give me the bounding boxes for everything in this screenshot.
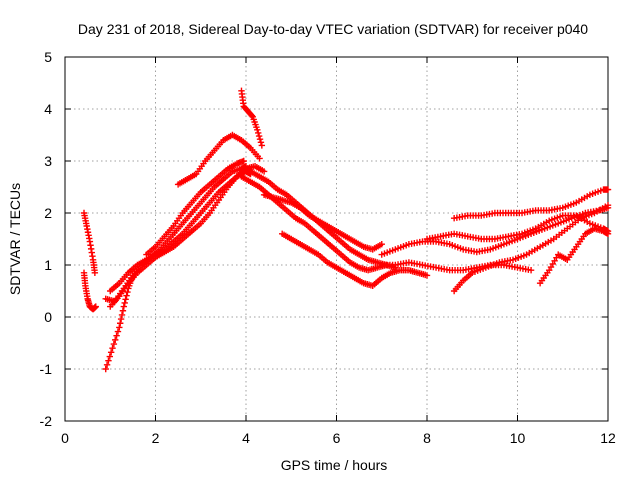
series-track-13	[279, 230, 431, 289]
x-axis-label: GPS time / hours	[281, 457, 388, 473]
data-point	[256, 135, 264, 143]
x-tick-label: 4	[242, 430, 250, 446]
data-point	[258, 142, 266, 149]
series-track-6	[107, 163, 268, 310]
y-tick-label: 3	[44, 153, 52, 169]
series-track-11	[238, 173, 390, 274]
data-point	[120, 303, 128, 310]
data-point	[604, 228, 612, 235]
data-point	[256, 155, 263, 162]
data-point	[378, 241, 385, 248]
x-tick-label: 6	[333, 430, 341, 446]
data-point	[116, 324, 123, 331]
data-point	[114, 328, 122, 335]
data-point	[105, 357, 112, 364]
data-point	[527, 267, 535, 274]
data-point	[109, 345, 116, 352]
data-point	[110, 340, 118, 348]
y-tick-label: 4	[44, 101, 52, 117]
series-track-5	[107, 168, 254, 295]
data-point	[122, 296, 129, 303]
y-tick-label: 0	[44, 309, 52, 325]
data-point	[107, 349, 115, 356]
data-point	[118, 311, 126, 319]
x-tick-label: 10	[510, 430, 526, 446]
x-tick-label: 12	[600, 430, 616, 446]
x-tick-label: 2	[152, 430, 160, 446]
data-point	[102, 365, 109, 373]
series-track-12	[260, 191, 385, 253]
y-axis-label: SDTVAR / TECUs	[7, 183, 23, 295]
data-point	[423, 272, 431, 279]
axis-ticks	[64, 56, 609, 422]
data-point	[106, 353, 113, 360]
data-point	[92, 303, 99, 310]
chart-title: Day 231 of 2018, Sidereal Day-to-day VTE…	[78, 21, 588, 37]
y-tick-label: 2	[44, 205, 52, 221]
x-tick-label: 8	[423, 430, 431, 446]
data-point	[260, 168, 268, 175]
y-tick-label: 1	[44, 257, 52, 273]
data-point	[121, 299, 128, 307]
series-track-17	[450, 202, 612, 295]
data-point	[248, 112, 256, 119]
series-track-19	[423, 212, 612, 243]
data-points	[80, 87, 612, 373]
series-track-9	[143, 157, 247, 258]
data-point	[604, 186, 612, 193]
data-point	[255, 132, 263, 140]
data-point	[255, 129, 262, 137]
series-track-2	[80, 269, 99, 313]
data-point	[113, 332, 120, 339]
series-track-1	[80, 209, 99, 276]
data-point	[254, 126, 261, 133]
y-tick-label: -2	[40, 413, 53, 429]
series-track-16	[450, 186, 612, 222]
y-tick-labels: -2 -1 0 1 2 3 4 5	[40, 49, 53, 429]
data-point	[117, 320, 124, 327]
data-point	[240, 157, 247, 165]
data-point	[119, 307, 127, 314]
data-point	[91, 269, 99, 276]
x-tick-labels: 0 2 4 6 8 10 12	[61, 430, 616, 446]
series-track-8	[238, 87, 266, 149]
x-tick-label: 0	[61, 430, 69, 446]
data-point	[112, 336, 119, 344]
data-point	[604, 202, 612, 209]
data-point	[124, 288, 131, 296]
series-track-18	[536, 225, 612, 287]
y-tick-label: 5	[44, 49, 52, 65]
series-track-3	[102, 272, 137, 373]
y-tick-label: -1	[40, 361, 53, 377]
data-point	[117, 315, 125, 323]
data-point	[103, 361, 111, 369]
data-point	[123, 292, 130, 299]
data-point	[257, 139, 265, 146]
series-track-7	[174, 131, 263, 188]
